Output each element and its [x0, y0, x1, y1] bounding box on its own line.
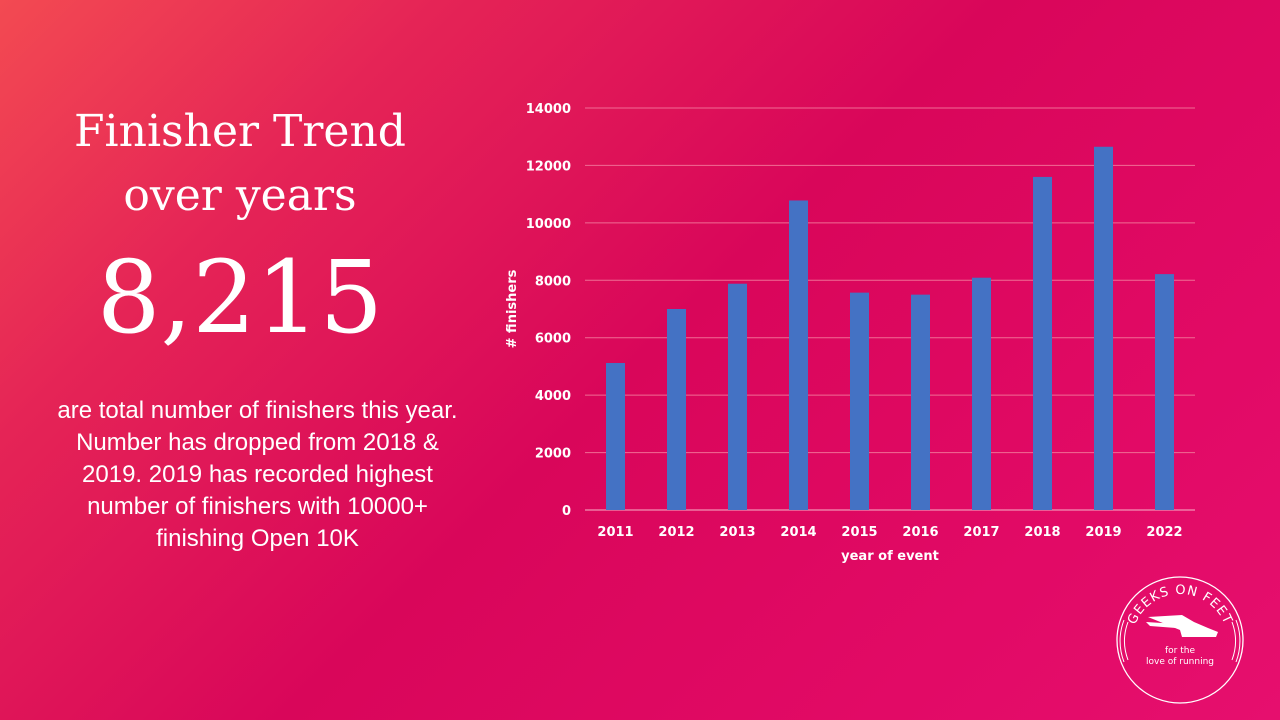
bar-2018 — [1033, 176, 1052, 510]
y-tick-label: 12000 — [526, 159, 571, 174]
x-tick-label: 2011 — [597, 525, 633, 540]
title-line-2: over years — [123, 170, 357, 221]
x-tick-label: 2013 — [719, 525, 755, 540]
y-tick-label: 2000 — [535, 447, 571, 462]
bar-2015 — [850, 292, 869, 510]
winged-shoe-icon — [1146, 615, 1218, 637]
bar-2014 — [789, 200, 808, 510]
bar-2016 — [911, 294, 930, 510]
x-tick-label: 2016 — [902, 525, 938, 540]
y-axis-label: # finishers — [505, 269, 520, 348]
x-tick-label: 2014 — [780, 525, 816, 540]
x-tick-label: 2018 — [1024, 525, 1060, 540]
y-tick-label: 10000 — [526, 217, 571, 232]
bar-2012 — [667, 309, 686, 510]
logo-tagline-2: love of running — [1146, 657, 1214, 667]
bar-2011 — [606, 362, 625, 510]
slide-title: Finisher Trend over years — [30, 100, 450, 228]
title-line-1: Finisher Trend — [74, 106, 406, 157]
x-tick-label: 2012 — [658, 525, 694, 540]
description-text: are total number of finishers this year.… — [57, 397, 458, 552]
logo-tagline-1: for the — [1165, 646, 1195, 656]
geeks-on-feet-logo: GEEKS ON FEET for the love of running — [1116, 576, 1244, 704]
y-tick-label: 6000 — [535, 332, 571, 347]
x-tick-label: 2019 — [1085, 525, 1121, 540]
x-axis-label: year of event — [841, 549, 939, 564]
x-tick-label: 2017 — [963, 525, 999, 540]
y-tick-label: 0 — [562, 504, 571, 519]
x-tick-label: 2015 — [841, 525, 877, 540]
bar-2013 — [728, 283, 747, 510]
bar-2017 — [972, 277, 991, 510]
bar-2022 — [1155, 274, 1174, 510]
y-tick-label: 8000 — [535, 274, 571, 289]
y-tick-label: 14000 — [526, 102, 571, 117]
x-tick-label: 2022 — [1146, 525, 1182, 540]
bar-2019 — [1094, 146, 1113, 510]
y-tick-label: 4000 — [535, 389, 571, 404]
total-finishers-number: 8,215 — [96, 239, 384, 356]
